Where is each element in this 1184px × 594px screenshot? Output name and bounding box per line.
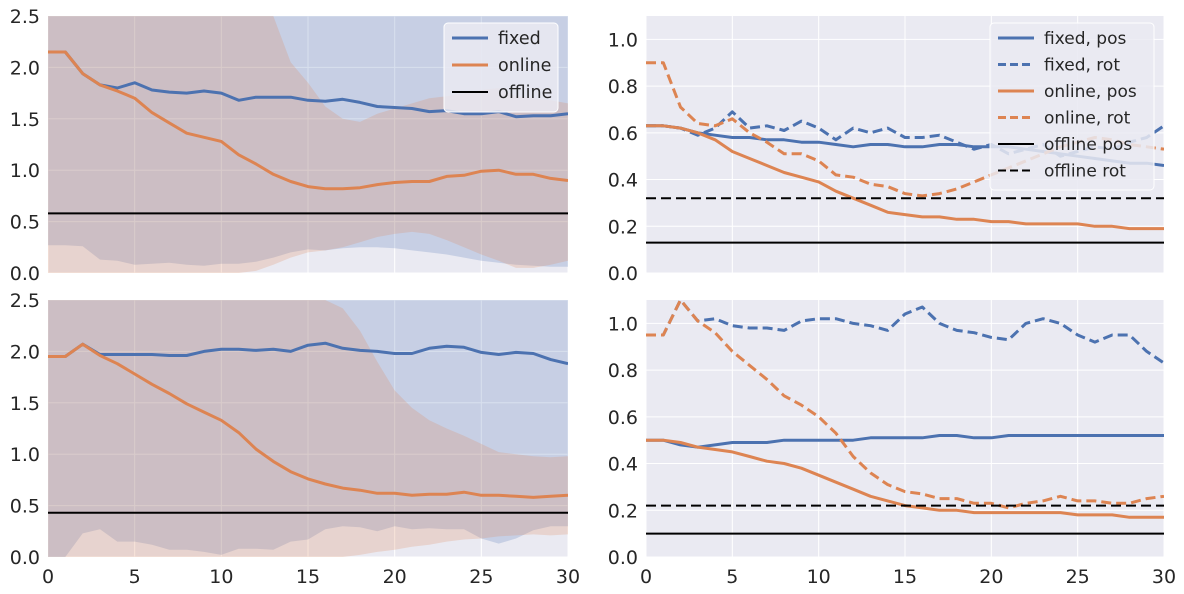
plot-area xyxy=(48,16,568,273)
y-tick-label: 2.5 xyxy=(10,290,40,312)
legend-label: offline rot xyxy=(1044,162,1126,182)
series-line-online xyxy=(48,50,568,191)
legend: fixed, pos fixed, rot online, pos online, r… xyxy=(989,22,1155,191)
y-tick-label: 0.8 xyxy=(608,360,638,382)
legend-label: offline xyxy=(498,83,552,103)
y-tick-label: 0.6 xyxy=(608,407,638,429)
y-tick-label: 0.0 xyxy=(608,263,638,285)
y-tick-label: 0.0 xyxy=(10,547,40,569)
plot-area xyxy=(646,300,1164,535)
y-tick-label: 0.8 xyxy=(608,76,638,98)
series-line-online-rot xyxy=(646,300,1164,510)
y-tick-label: 0.5 xyxy=(10,496,40,518)
x-tick-label: 30 xyxy=(1152,566,1176,588)
x-tick-label: 10 xyxy=(209,566,233,588)
series-line-online xyxy=(48,342,568,499)
series-line-online-pos xyxy=(646,124,1164,231)
x-tick-label: 5 xyxy=(129,566,141,588)
series-line-fixed-pos xyxy=(646,434,1164,449)
x-tick-label: 20 xyxy=(383,566,407,588)
chart-panel-bottom-right: 0.0 0.2 0.4 0.6 0.8 1.0 0 5 10 15 20 25 30 xyxy=(608,300,1176,588)
y-tick-label: 0.0 xyxy=(10,263,40,285)
y-tick-label: 2.0 xyxy=(10,341,40,363)
legend-label: online, pos xyxy=(1044,82,1137,102)
chart-panel-top-left: 0.0 0.5 1.0 1.5 2.0 2.5 fixed online offline xyxy=(10,6,569,285)
x-tick-label: 30 xyxy=(556,566,580,588)
legend-box xyxy=(443,22,559,113)
legend: fixed online offline xyxy=(443,22,559,113)
y-tick-label: 0.0 xyxy=(608,547,638,569)
y-tick-label: 0.6 xyxy=(608,123,638,145)
band-fixed xyxy=(48,16,568,267)
x-tick-label: 0 xyxy=(640,566,652,588)
y-tick-label: 0.4 xyxy=(608,454,638,476)
band-online xyxy=(48,300,568,557)
x-tick-label: 25 xyxy=(469,566,493,588)
y-tick-label: 1.0 xyxy=(10,444,40,466)
series-line-fixed-rot xyxy=(646,300,1164,365)
x-tick-label: 10 xyxy=(807,566,831,588)
y-tick-label: 1.0 xyxy=(608,313,638,335)
x-tick-label: 0 xyxy=(42,566,54,588)
legend-label: offline pos xyxy=(1044,135,1132,155)
y-tick-label: 0.2 xyxy=(608,500,638,522)
plot-area xyxy=(48,300,568,557)
x-tick-label: 15 xyxy=(296,566,320,588)
chart-panel-bottom-left: 0.0 0.5 1.0 1.5 2.0 2.5 0 5 10 15 20 25 30 xyxy=(10,290,580,588)
y-tick-label: 1.0 xyxy=(10,160,40,182)
legend-label: fixed xyxy=(498,29,541,49)
chart-panel-top-right: 0.0 0.2 0.4 0.6 0.8 1.0 fixed, pos fixed, rot on… xyxy=(608,16,1165,285)
x-tick-label: 15 xyxy=(893,566,917,588)
series-line-fixed xyxy=(48,341,568,366)
band-online xyxy=(48,16,568,273)
x-tick-label: 5 xyxy=(726,566,738,588)
x-tick-label: 20 xyxy=(979,566,1003,588)
legend-label: online xyxy=(498,56,551,76)
band-fixed xyxy=(48,300,568,557)
x-tick-label: 25 xyxy=(1066,566,1090,588)
y-tick-label: 1.0 xyxy=(608,29,638,51)
series-line-fixed xyxy=(48,50,568,119)
y-tick-label: 0.2 xyxy=(608,216,638,238)
y-tick-label: 0.4 xyxy=(608,170,638,192)
y-tick-label: 2.0 xyxy=(10,57,40,79)
y-tick-label: 2.5 xyxy=(10,6,40,28)
y-tick-label: 1.5 xyxy=(10,109,40,131)
legend-label: fixed, rot xyxy=(1044,56,1120,76)
y-tick-label: 1.5 xyxy=(10,393,40,415)
legend-label: fixed, pos xyxy=(1044,29,1126,49)
legend-label: online, rot xyxy=(1044,109,1131,129)
y-tick-label: 0.5 xyxy=(10,212,40,234)
legend-box xyxy=(989,22,1155,191)
